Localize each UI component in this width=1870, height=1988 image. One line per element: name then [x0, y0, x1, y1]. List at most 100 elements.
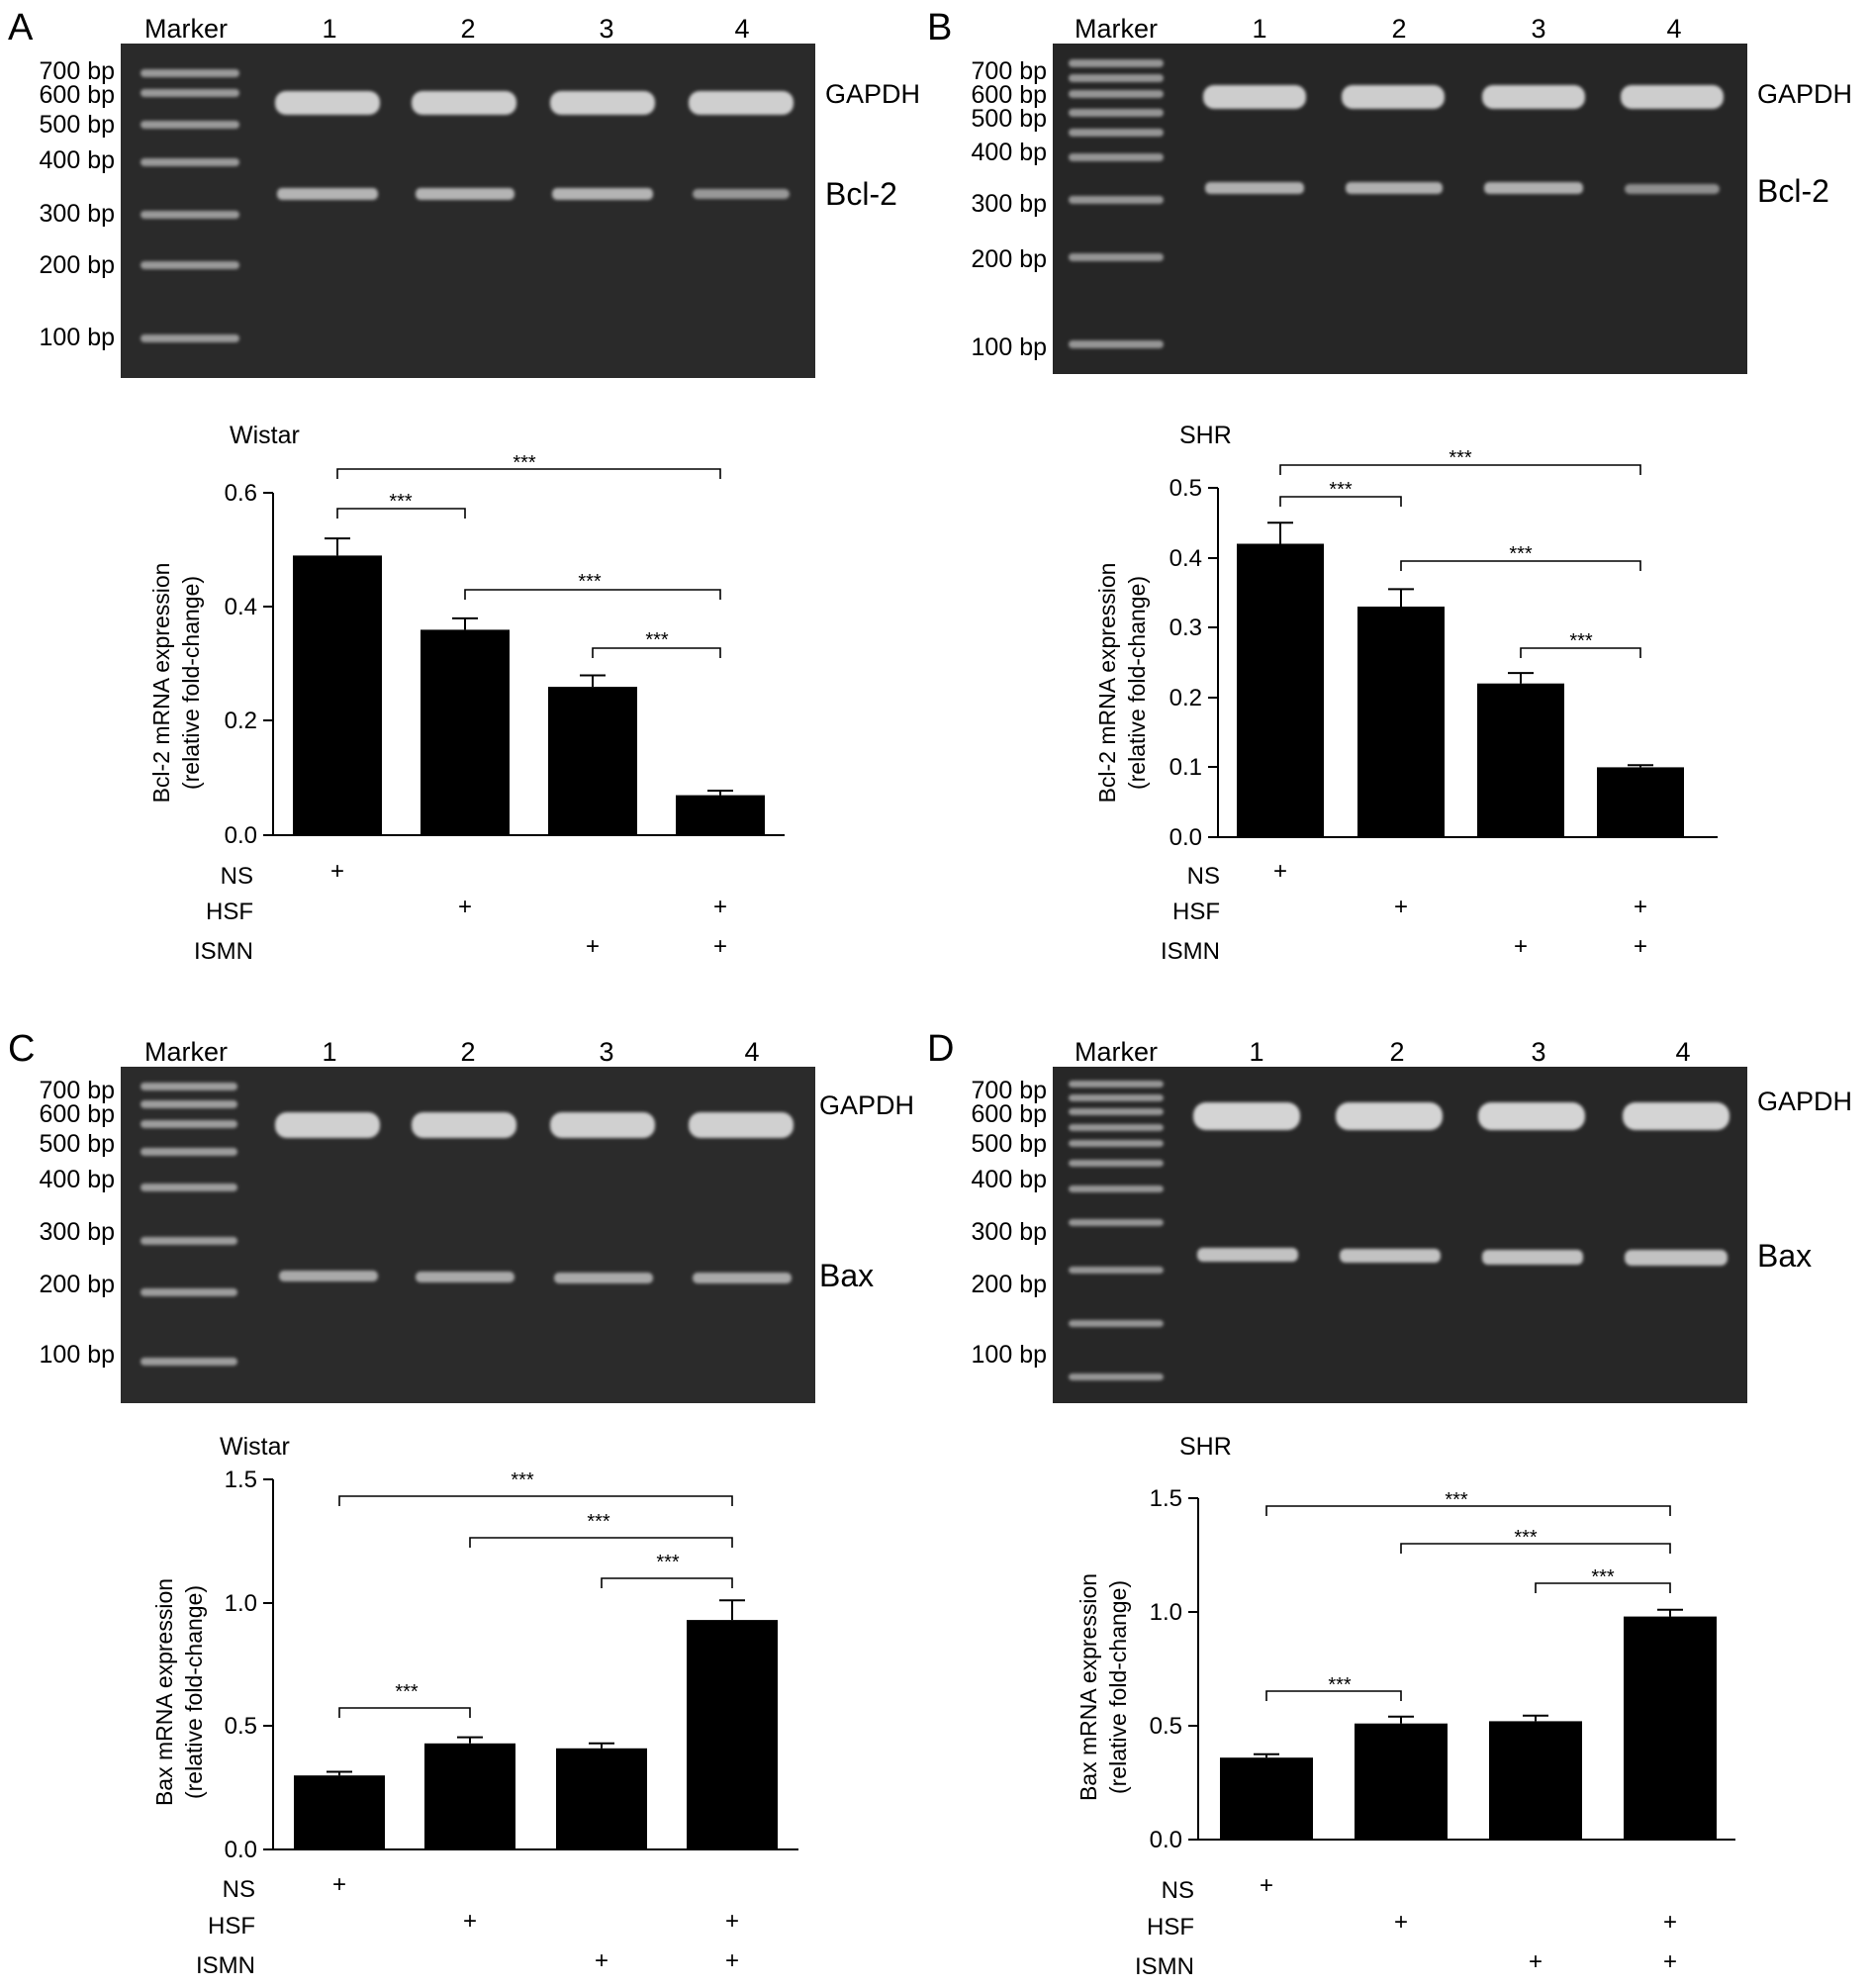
- gel-band: [412, 1112, 516, 1138]
- ladder-label: 600 bp: [40, 81, 115, 109]
- lane-label-3: 3: [1531, 14, 1545, 44]
- ladder-label: 600 bp: [40, 1100, 115, 1128]
- plot-area: 0.0 0.5 1.0 1.5 *** *** *** ***: [225, 1467, 798, 1863]
- plus-sign: +: [595, 1947, 608, 1974]
- y-axis-label: Bcl-2 mRNA expression (relative fold-chan…: [148, 563, 204, 804]
- y-axis-label: Bcl-2 mRNA expression (relative fold-chan…: [1094, 563, 1150, 804]
- ladder-label: 700 bp: [40, 57, 115, 85]
- gel-band: [416, 1272, 514, 1282]
- ladder-label: 500 bp: [40, 1130, 115, 1158]
- plus-sign: +: [1634, 894, 1647, 920]
- gapdh-bands: [275, 91, 794, 115]
- lane-label-1: 1: [322, 14, 336, 44]
- y-tick-label: 0.5: [225, 1713, 257, 1740]
- gel-band: [412, 91, 516, 115]
- ladder-band: [140, 89, 239, 97]
- lane-label-2: 2: [460, 14, 475, 44]
- gel-band: [1478, 1102, 1585, 1130]
- significance-bracket: [338, 1707, 471, 1718]
- lane-label-4: 4: [1675, 1037, 1690, 1067]
- y-axis-label-line2: (relative fold-change): [1105, 1580, 1131, 1794]
- ladder-band: [140, 1100, 237, 1108]
- band-label-target: Bax: [1757, 1238, 1812, 1274]
- panel-c: C Marker 1 2 3 4 700 bp: [8, 1028, 914, 1979]
- treatment-label: HSF: [208, 1913, 255, 1940]
- gel-band: [275, 91, 380, 115]
- lane-label-2: 2: [1391, 14, 1406, 44]
- plus-sign: +: [713, 933, 727, 960]
- treatment-label: ISMN: [1135, 1953, 1194, 1980]
- target-bands: [1197, 1248, 1728, 1266]
- significance-label: ***: [1514, 1527, 1538, 1549]
- y-tick-label: 0.0: [1169, 824, 1202, 851]
- bar-2: [421, 629, 510, 835]
- ladder-label: 700 bp: [40, 1077, 115, 1104]
- y-tick-label: 0.5: [1169, 475, 1202, 502]
- ladder: [1069, 1081, 1164, 1380]
- ladder-label: 100 bp: [972, 1341, 1047, 1369]
- y-tick-label: 0.0: [225, 1837, 257, 1863]
- error-bar-3: [1523, 1714, 1548, 1722]
- plus-sign: +: [586, 933, 600, 960]
- treatment-table: NS HSF ISMN + + + + +: [194, 858, 727, 965]
- gel-band: [1336, 1102, 1443, 1130]
- treatment-label: NS: [223, 1876, 255, 1903]
- y-tick-label: 0.4: [1169, 545, 1202, 572]
- lane-label-1: 1: [1249, 1037, 1263, 1067]
- marker-label: Marker: [144, 1037, 228, 1067]
- ladder: [1069, 59, 1164, 348]
- chart-title: Wistar: [230, 422, 300, 449]
- ladder-band: [140, 211, 239, 219]
- band-label-target: Bax: [819, 1258, 874, 1293]
- ladder-band: [1069, 253, 1164, 261]
- gel-band: [1342, 85, 1445, 109]
- error-bar-2: [1388, 1715, 1414, 1724]
- error-bar-3: [589, 1742, 614, 1749]
- gel-band: [693, 1273, 792, 1283]
- treatment-table: NS HSF ISMN + + + + +: [1161, 858, 1647, 965]
- plot-area: 0.0 0.2 0.4 0.6 *** *** *** ***: [225, 452, 785, 849]
- treatment-label: ISMN: [1161, 938, 1220, 965]
- ladder-label: 200 bp: [40, 251, 115, 279]
- ladder-band: [1069, 1081, 1164, 1088]
- plus-sign: +: [1529, 1948, 1543, 1975]
- significance-bracket: [592, 647, 721, 658]
- gapdh-bands: [1203, 85, 1724, 109]
- ladder-band: [140, 1183, 237, 1191]
- panel-d: D Marker 1 2 3 4: [927, 1028, 1852, 1980]
- error-bar-2: [452, 616, 478, 630]
- treatment-label: HSF: [1172, 899, 1220, 925]
- gapdh-bands: [275, 1112, 794, 1138]
- lane-label-3: 3: [599, 14, 613, 44]
- significance-label: ***: [1591, 1566, 1615, 1588]
- y-axis-label: Bax mRNA expression (relative fold-change…: [1075, 1573, 1131, 1801]
- significance-bracket: [1265, 1690, 1402, 1701]
- ladder-band: [140, 1288, 237, 1296]
- ladder-band: [140, 1358, 237, 1366]
- bar-4: [676, 795, 765, 835]
- plus-sign: +: [1394, 1909, 1408, 1936]
- ladder-band: [1069, 1160, 1164, 1167]
- error-bar-4: [707, 790, 733, 796]
- treatment-label: NS: [1187, 863, 1220, 890]
- gel-band: [1623, 1102, 1730, 1130]
- ladder-band: [140, 158, 239, 166]
- bar-1: [1237, 543, 1324, 837]
- plus-sign: +: [1634, 933, 1647, 960]
- significance-label: ***: [511, 1469, 534, 1491]
- ladder-band: [140, 1237, 237, 1245]
- significance-label: ***: [578, 571, 602, 593]
- gel-band: [550, 91, 655, 115]
- ladder: [140, 69, 239, 342]
- ladder-label: 500 bp: [40, 111, 115, 139]
- gel-band: [1625, 1250, 1728, 1266]
- plus-sign: +: [1394, 894, 1408, 920]
- bar-2: [1355, 1723, 1448, 1840]
- y-axis-label-line1: Bax mRNA expression: [1075, 1573, 1101, 1801]
- ladder-band: [140, 121, 239, 129]
- lane-label-4: 4: [734, 14, 749, 44]
- lane-label-2: 2: [460, 1037, 475, 1067]
- bar-3: [1477, 683, 1564, 837]
- gel-band: [693, 189, 790, 199]
- marker-label: Marker: [1075, 14, 1158, 44]
